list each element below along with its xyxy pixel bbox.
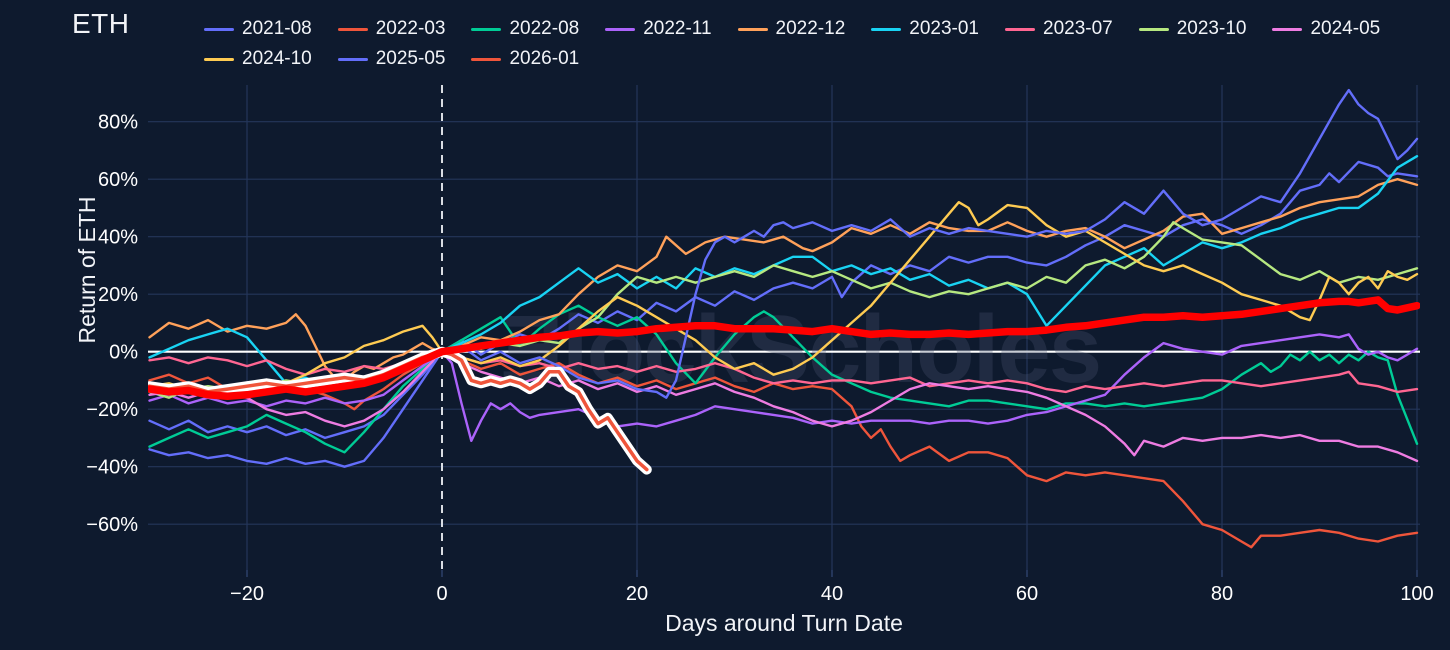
legend-label: 2026-01 <box>509 48 580 69</box>
legend-item-2022-11[interactable]: 2022-11 <box>605 17 712 41</box>
legend-swatch-icon <box>1005 27 1035 31</box>
legend-item-2023-07[interactable]: 2023-07 <box>1005 17 1113 41</box>
legend-label: 2024-05 <box>1310 18 1381 39</box>
y-tick-label: −20% <box>86 399 138 421</box>
legend-label: 2023-10 <box>1176 18 1247 39</box>
legend-swatch-icon <box>871 27 902 31</box>
legend-label: 2022-12 <box>775 18 846 39</box>
legend-swatch-icon <box>337 27 368 31</box>
legend-item-2022-12[interactable]: 2022-12 <box>737 17 846 41</box>
legend-item-2026-01[interactable]: 2026-01 <box>471 47 579 71</box>
legend-swatch-icon <box>204 27 234 31</box>
series-group <box>148 88 1420 549</box>
x-tick-label: 40 <box>821 583 843 605</box>
legend-swatch-icon <box>1138 27 1169 31</box>
series-line-2024-05 <box>148 350 1419 463</box>
legend-label: 2024-10 <box>242 48 312 69</box>
legend-item-2022-08[interactable]: 2022-08 <box>471 17 579 41</box>
series-line-2026-01 <box>148 349 649 472</box>
legend-swatch-icon <box>471 27 502 31</box>
x-tick-label: 60 <box>1016 583 1038 605</box>
legend-swatch-icon <box>337 57 368 61</box>
y-tick-label: −60% <box>86 514 138 536</box>
y-tick-label: 40% <box>98 227 138 249</box>
y-tick-label: 0% <box>109 342 138 364</box>
y-tick-label: 60% <box>98 169 138 191</box>
legend-label: 2023-07 <box>1043 18 1113 39</box>
series-line-2025-05 <box>148 88 1419 468</box>
legend-label: 2022-11 <box>643 18 712 39</box>
series-line-2024-10 <box>148 200 1419 399</box>
legend-item-2023-01[interactable]: 2023-01 <box>871 17 979 41</box>
series-line-2023-07 <box>148 350 1419 394</box>
legend-swatch-icon <box>605 27 636 31</box>
legend-item-2024-10[interactable]: 2024-10 <box>204 47 312 71</box>
legend-label: 2021-08 <box>242 18 312 39</box>
legend-swatch-icon <box>737 27 768 31</box>
x-tick-label: 0 <box>436 583 447 605</box>
x-tick-label: 100 <box>1400 583 1433 605</box>
x-tick-label: 20 <box>626 583 648 605</box>
series-line-mean <box>148 296 1420 401</box>
legend-label: 2025-05 <box>375 48 446 69</box>
x-tick-label: 80 <box>1211 583 1233 605</box>
legend-item-2022-03[interactable]: 2022-03 <box>337 17 446 41</box>
legend: 2021-08 2022-03 2022-08 2022-11 2022-12 2023-… <box>204 17 1394 71</box>
y-tick-label: 80% <box>98 112 138 134</box>
legend-label: 2023-01 <box>909 18 979 39</box>
legend-item-2023-10[interactable]: 2023-10 <box>1138 17 1247 41</box>
series-line-2022-03 <box>148 350 1419 549</box>
legend-item-2025-05[interactable]: 2025-05 <box>337 47 446 71</box>
chart-title: ETH <box>72 8 130 39</box>
legend-swatch-icon <box>1272 27 1303 31</box>
legend-swatch-icon <box>471 57 502 61</box>
y-tick-label: −40% <box>86 457 138 479</box>
x-tick-label: −20 <box>230 583 264 605</box>
legend-item-2024-05[interactable]: 2024-05 <box>1272 17 1380 41</box>
y-tick-label: 20% <box>98 284 138 306</box>
legend-swatch-icon <box>204 57 234 61</box>
x-axis-title: Days around Turn Date <box>665 610 903 636</box>
legend-label: 2022-08 <box>509 18 580 39</box>
legend-label: 2022-03 <box>375 18 446 39</box>
series-line-2022-11 <box>148 333 1419 442</box>
legend-item-2021-08[interactable]: 2021-08 <box>204 17 312 41</box>
